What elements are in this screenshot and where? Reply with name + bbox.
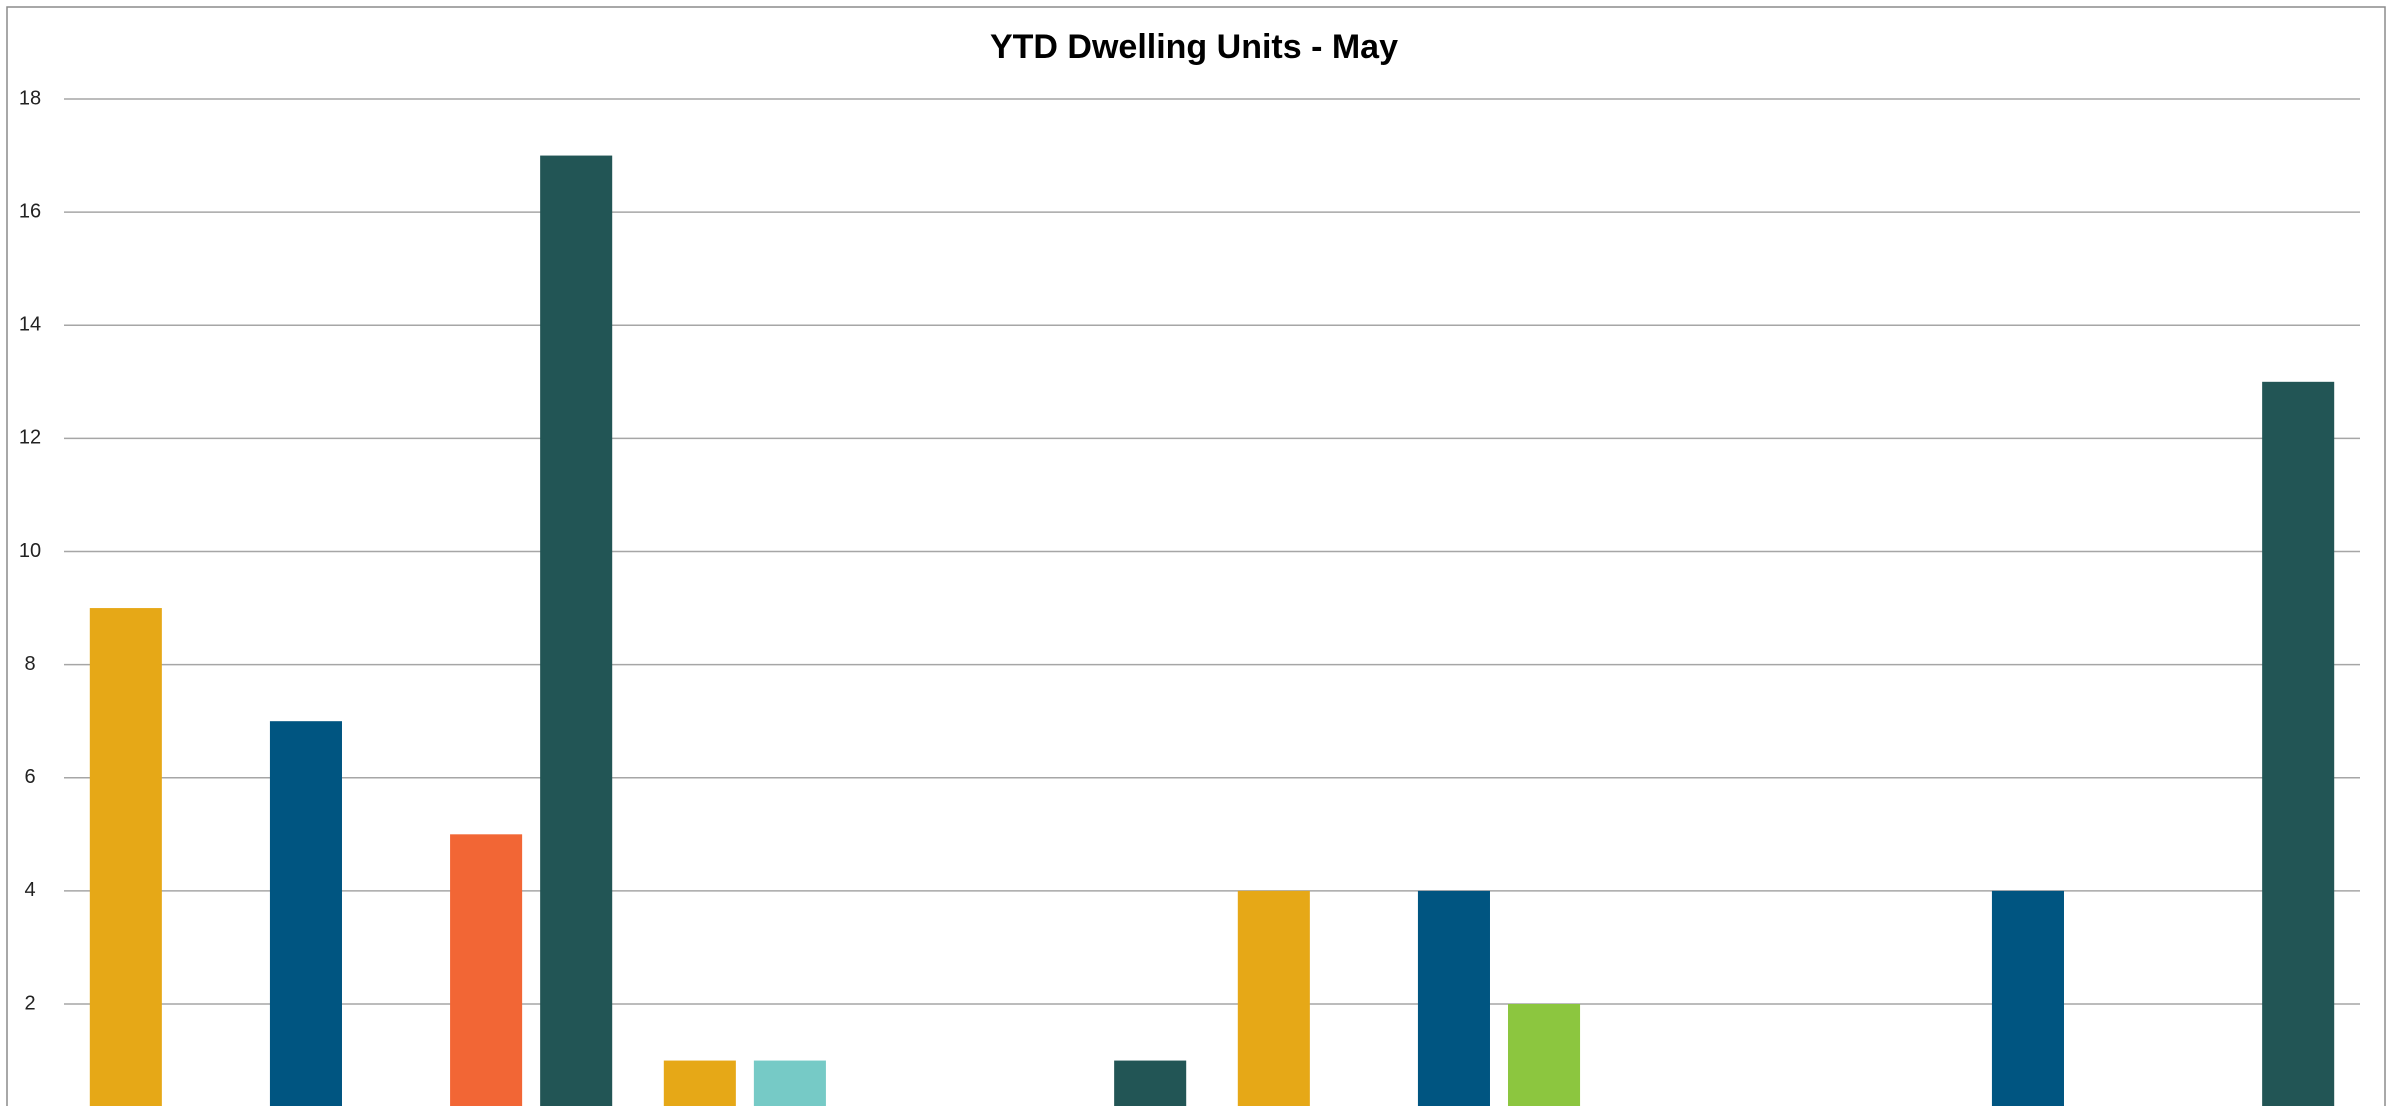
bar bbox=[1991, 890, 2064, 1106]
bar bbox=[753, 1060, 826, 1106]
bar bbox=[540, 155, 613, 1106]
bar bbox=[2262, 381, 2335, 1106]
y-tick-label: 6 bbox=[24, 766, 35, 788]
bar bbox=[269, 721, 342, 1106]
y-tick-label: 4 bbox=[24, 879, 35, 901]
y-tick-label: 16 bbox=[19, 200, 41, 222]
chart-frame bbox=[6, 6, 2386, 1106]
bar bbox=[450, 834, 523, 1106]
bar bbox=[1417, 890, 1490, 1106]
y-tick-label: 12 bbox=[19, 427, 41, 449]
y-tick-label: 18 bbox=[19, 87, 41, 109]
bar bbox=[89, 608, 162, 1106]
bar bbox=[1237, 890, 1310, 1106]
y-tick-label: 8 bbox=[24, 653, 35, 675]
bar bbox=[663, 1060, 736, 1106]
bar bbox=[1114, 1060, 1187, 1106]
y-tick-label: 14 bbox=[19, 314, 41, 336]
y-tick-label: 10 bbox=[19, 540, 41, 562]
chart-title: YTD Dwelling Units - May bbox=[990, 28, 1398, 66]
y-tick-label: 2 bbox=[24, 992, 35, 1014]
bar bbox=[1508, 1004, 1581, 1106]
